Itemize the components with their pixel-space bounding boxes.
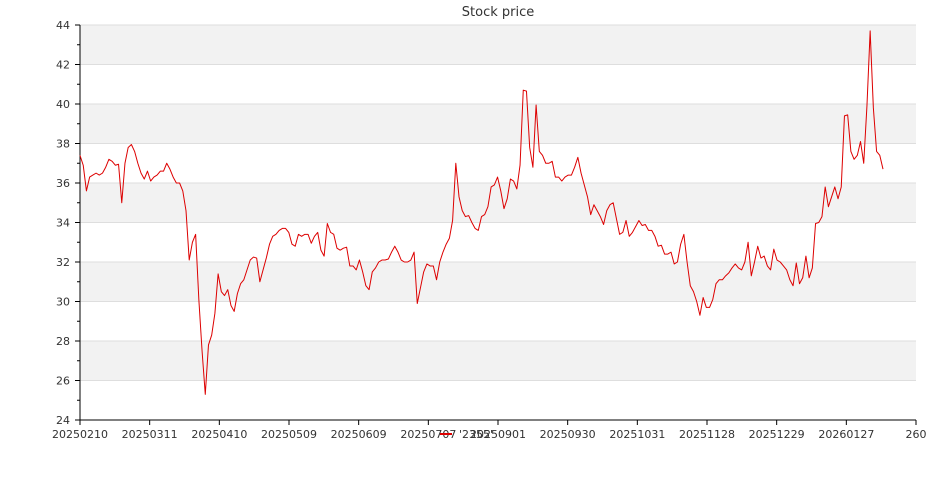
y-tick-label: 44 — [56, 19, 70, 32]
chart-title: Stock price — [462, 5, 534, 20]
x-tick-label: 20250509 — [261, 428, 317, 441]
grid-band — [80, 104, 916, 144]
x-tick-label: 20251031 — [609, 428, 665, 441]
y-tick-label: 32 — [56, 256, 70, 269]
x-tick-label: 260 — [906, 428, 927, 441]
x-tick-label: 20250930 — [540, 428, 596, 441]
y-tick-label: 36 — [56, 177, 70, 190]
y-tick-label: 26 — [56, 375, 70, 388]
y-tick-label: 40 — [56, 98, 70, 111]
x-axis-ticks: 20250210 20250311 20250410 20250509 20250609… — [52, 420, 927, 441]
x-tick-label: 20250609 — [331, 428, 387, 441]
y-tick-label: 24 — [56, 414, 70, 427]
grid-band — [80, 380, 916, 420]
x-tick-label: 20250410 — [191, 428, 247, 441]
x-tick-label: 20250311 — [122, 428, 178, 441]
x-tick-label: 20251128 — [679, 428, 735, 441]
grid-band — [80, 183, 916, 223]
x-tick-label: 20250210 — [52, 428, 108, 441]
grid-band — [80, 301, 916, 341]
y-tick-label: 28 — [56, 335, 70, 348]
x-tick-label: 20250707 — [400, 428, 456, 441]
y-tick-label: 34 — [56, 217, 70, 230]
grid-band — [80, 64, 916, 104]
legend-label: '2355' — [459, 428, 493, 441]
x-tick-label: 20260127 — [818, 428, 874, 441]
legend: '2355' — [440, 428, 493, 441]
y-tick-label: 38 — [56, 138, 70, 151]
series-layer — [79, 30, 884, 395]
grid-band — [80, 222, 916, 262]
grid-band — [80, 25, 916, 65]
grid-band — [80, 143, 916, 183]
series-line-2355 — [79, 30, 884, 395]
y-tick-label: 42 — [56, 59, 70, 72]
plot-grid-bands — [80, 24, 916, 421]
y-tick-label: 30 — [56, 296, 70, 309]
x-tick-label: 20251229 — [749, 428, 805, 441]
y-axis-ticks: 24 26 28 30 32 34 36 38 40 42 44 — [56, 19, 80, 427]
x-tick-label: 20250901 — [470, 428, 526, 441]
grid-band — [80, 341, 916, 381]
